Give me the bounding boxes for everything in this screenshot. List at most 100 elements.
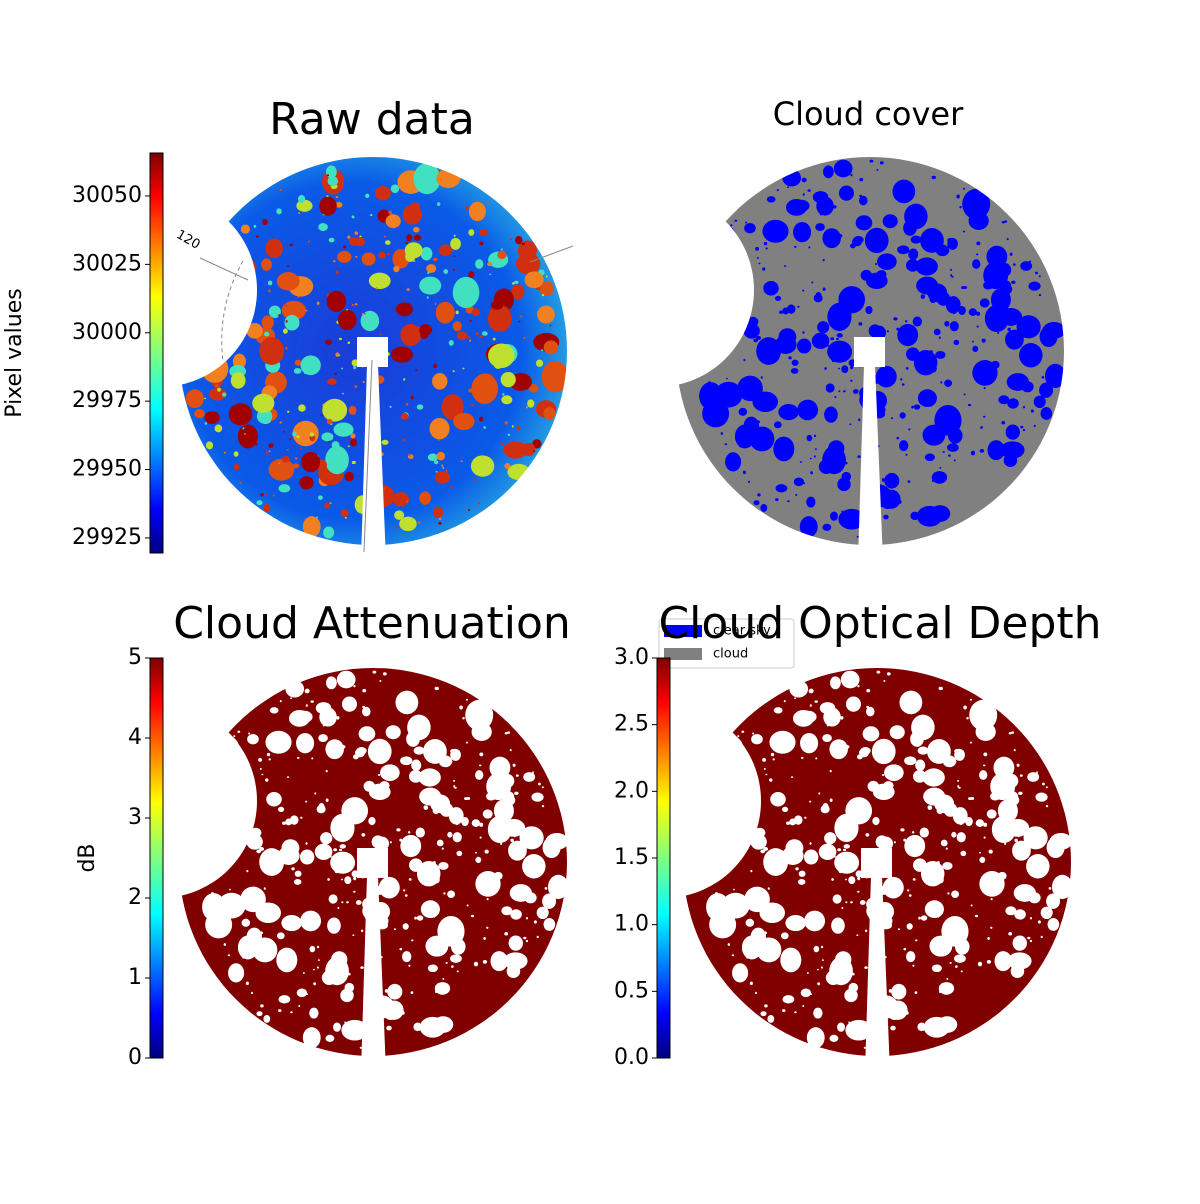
- sky-blob: [426, 770, 429, 774]
- sky-blob: [994, 951, 1012, 972]
- sky-blob: [434, 302, 437, 306]
- sky-blob: [818, 843, 837, 861]
- sky-blob: [364, 1005, 371, 1011]
- sky-blob: [194, 408, 205, 419]
- sky-blob: [196, 361, 211, 377]
- sky-blob: [786, 304, 796, 314]
- sky-blob: [780, 932, 789, 940]
- sky-blob: [962, 230, 966, 233]
- sky-blob: [730, 224, 733, 227]
- sky-blob: [754, 827, 766, 838]
- sky-blob: [929, 935, 953, 957]
- sky-blob: [471, 308, 481, 316]
- sky-blob: [400, 413, 409, 420]
- sky-blob: [824, 367, 827, 370]
- sky-blob: [263, 887, 266, 890]
- colorbar-tick-label: 0.0: [614, 1045, 649, 1070]
- sky-blob: [1039, 326, 1058, 348]
- sky-blob: [970, 904, 973, 907]
- sky-blob: [870, 358, 877, 365]
- sky-blob: [429, 908, 438, 918]
- sky-blob: [1016, 315, 1041, 339]
- sky-blob: [850, 379, 853, 382]
- sky-blob: [920, 860, 945, 887]
- sky-blob: [911, 831, 915, 834]
- sky-blob: [794, 697, 797, 700]
- sky-blob: [293, 878, 302, 885]
- sky-blob: [1029, 939, 1033, 943]
- sky-blob: [960, 850, 967, 857]
- sky-blob: [486, 201, 489, 205]
- sky-blob: [732, 963, 749, 983]
- sky-blob: [938, 297, 944, 303]
- sky-blob: [820, 945, 824, 949]
- sky-blob: [960, 970, 963, 973]
- sky-blob: [522, 854, 546, 879]
- sky-blob: [195, 812, 213, 833]
- polar-grid: [221, 260, 244, 362]
- sky-blob: [240, 830, 245, 835]
- sky-blob: [787, 186, 790, 189]
- sky-blob: [906, 923, 913, 930]
- sky-blob: [979, 449, 985, 453]
- sky-blob: [525, 776, 530, 780]
- sky-blob: [855, 870, 863, 878]
- sky-blob: [1029, 260, 1032, 263]
- sky-blob: [227, 954, 231, 957]
- sky-blob: [418, 768, 441, 787]
- sky-blob: [870, 452, 874, 455]
- sky-blob: [363, 312, 366, 315]
- sky-blob: [744, 223, 756, 234]
- sky-blob: [1009, 252, 1013, 256]
- sky-blob: [269, 707, 279, 714]
- sky-blob: [294, 359, 302, 366]
- sky-blob: [341, 367, 344, 370]
- sky-blob: [214, 762, 221, 769]
- sky-blob: [258, 757, 262, 762]
- sky-blob: [453, 785, 456, 788]
- sky-blob: [316, 945, 320, 949]
- sky-blob: [265, 730, 292, 754]
- sky-blob: [788, 356, 792, 360]
- sky-blob: [221, 392, 227, 397]
- sky-blob: [362, 688, 367, 693]
- sky-blob: [874, 754, 877, 758]
- sky-blob: [893, 841, 896, 844]
- sky-blob: [453, 255, 456, 257]
- sky-blob: [268, 450, 271, 453]
- sky-blob: [327, 176, 339, 187]
- sky-blob: [837, 848, 842, 852]
- sky-blob: [860, 538, 863, 541]
- sky-blob: [822, 228, 841, 249]
- sky-blob: [946, 977, 949, 980]
- sky-blob: [764, 1004, 768, 1008]
- sky-blob: [1026, 854, 1050, 879]
- sky-blob: [490, 951, 508, 972]
- sky-blob: [508, 935, 523, 951]
- sky-blob: [890, 1025, 896, 1031]
- sky-blob: [185, 389, 204, 409]
- sky-blob: [233, 735, 236, 738]
- sky-blob: [857, 684, 860, 688]
- sky-blob: [501, 395, 513, 405]
- sky-blob: [804, 910, 826, 932]
- sky-blob: [976, 325, 979, 328]
- sky-blob: [897, 928, 901, 931]
- sky-blob: [392, 248, 410, 269]
- panel-title: Raw data: [269, 94, 475, 145]
- sky-blob: [453, 268, 456, 271]
- sky-blob: [285, 953, 296, 966]
- colorbar: [149, 152, 164, 554]
- sky-blob: [938, 336, 941, 339]
- sky-blob: [829, 739, 848, 760]
- sky-blob: [987, 440, 1005, 461]
- sky-blob: [287, 923, 295, 930]
- sky-blob: [384, 351, 390, 357]
- sky-blob: [452, 370, 455, 373]
- sky-blob: [745, 955, 750, 959]
- sky-blob: [816, 968, 819, 971]
- sky-blob: [500, 372, 516, 388]
- sky-blob: [1000, 283, 1013, 295]
- sky-blob: [328, 440, 331, 443]
- sky-blob: [720, 432, 724, 435]
